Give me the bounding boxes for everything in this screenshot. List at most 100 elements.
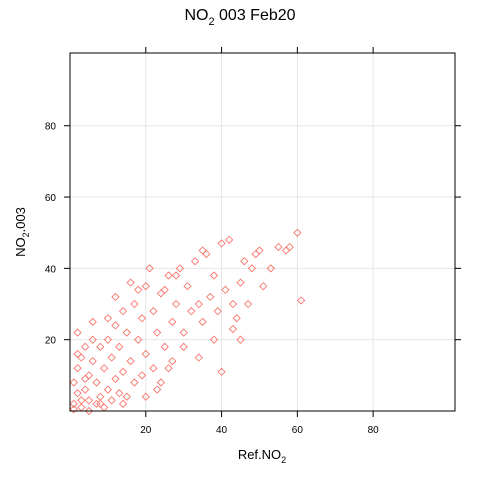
point	[69, 399, 78, 409]
point	[164, 271, 173, 280]
point	[73, 389, 82, 398]
point	[243, 299, 253, 309]
point	[183, 282, 192, 291]
point	[134, 335, 143, 344]
point	[225, 235, 234, 244]
point	[236, 335, 245, 344]
y-axis-label: NO2.003	[13, 207, 31, 257]
x-axis-label: Ref.NO2	[238, 447, 286, 465]
point	[96, 399, 105, 409]
plot-frame	[69, 52, 456, 412]
point	[107, 353, 116, 362]
point	[259, 282, 268, 291]
point	[118, 307, 128, 316]
point	[137, 371, 147, 380]
point	[130, 299, 139, 309]
point	[73, 364, 82, 373]
point	[153, 385, 162, 394]
point	[111, 374, 120, 384]
point	[149, 307, 158, 316]
point	[213, 307, 222, 316]
point	[255, 246, 264, 255]
point	[194, 299, 203, 309]
point	[164, 364, 173, 373]
x-tick-label: 80	[368, 425, 380, 436]
point	[179, 342, 188, 351]
point	[118, 367, 128, 376]
point	[69, 378, 78, 387]
point	[247, 264, 257, 273]
point	[168, 317, 177, 326]
point	[217, 367, 226, 376]
point	[126, 278, 135, 287]
point	[194, 353, 203, 362]
point	[69, 405, 78, 414]
point	[240, 257, 249, 266]
point	[171, 299, 181, 309]
point	[145, 264, 154, 273]
point	[175, 264, 185, 273]
point	[156, 378, 166, 387]
point	[285, 242, 294, 252]
point	[130, 378, 139, 387]
point	[73, 328, 82, 337]
point	[81, 385, 90, 394]
point	[111, 321, 120, 330]
point	[221, 285, 230, 294]
point	[179, 328, 188, 337]
point	[103, 314, 113, 323]
point	[115, 389, 124, 398]
point	[149, 364, 158, 373]
point	[73, 349, 82, 359]
point	[77, 396, 86, 405]
point	[88, 317, 97, 326]
chart-title: NO2 003 Feb20	[184, 7, 295, 28]
x-tick-label: 20	[140, 425, 152, 436]
point	[209, 335, 219, 344]
point	[99, 364, 109, 373]
point	[153, 328, 162, 337]
point	[111, 292, 120, 302]
point	[293, 228, 302, 237]
point	[141, 392, 150, 401]
point	[141, 282, 150, 291]
point	[228, 299, 238, 309]
point	[92, 399, 101, 409]
y-tick-label: 40	[45, 264, 57, 275]
point	[190, 257, 200, 266]
point	[84, 396, 94, 405]
point	[134, 285, 143, 294]
point	[198, 246, 207, 255]
point	[81, 374, 90, 384]
point	[171, 271, 181, 280]
point	[232, 314, 241, 323]
point	[122, 392, 131, 401]
point	[81, 342, 90, 351]
point	[209, 271, 219, 280]
point	[198, 317, 207, 326]
point	[228, 324, 238, 334]
y-tick-label: 80	[45, 122, 57, 133]
point	[122, 328, 131, 337]
point	[137, 314, 147, 323]
point	[160, 285, 169, 294]
x-tick-label: 40	[216, 425, 228, 436]
point	[168, 356, 177, 366]
point	[118, 399, 128, 409]
y-tick-label: 60	[45, 193, 57, 204]
point	[141, 349, 150, 359]
point	[217, 239, 226, 248]
point	[88, 335, 97, 344]
point	[107, 396, 116, 405]
point	[126, 356, 135, 366]
point	[115, 342, 124, 351]
point	[236, 278, 245, 287]
point	[274, 242, 283, 252]
x-tick-label: 60	[292, 425, 304, 436]
point	[187, 307, 196, 316]
point	[92, 378, 101, 387]
point	[96, 342, 105, 351]
point	[88, 356, 97, 366]
